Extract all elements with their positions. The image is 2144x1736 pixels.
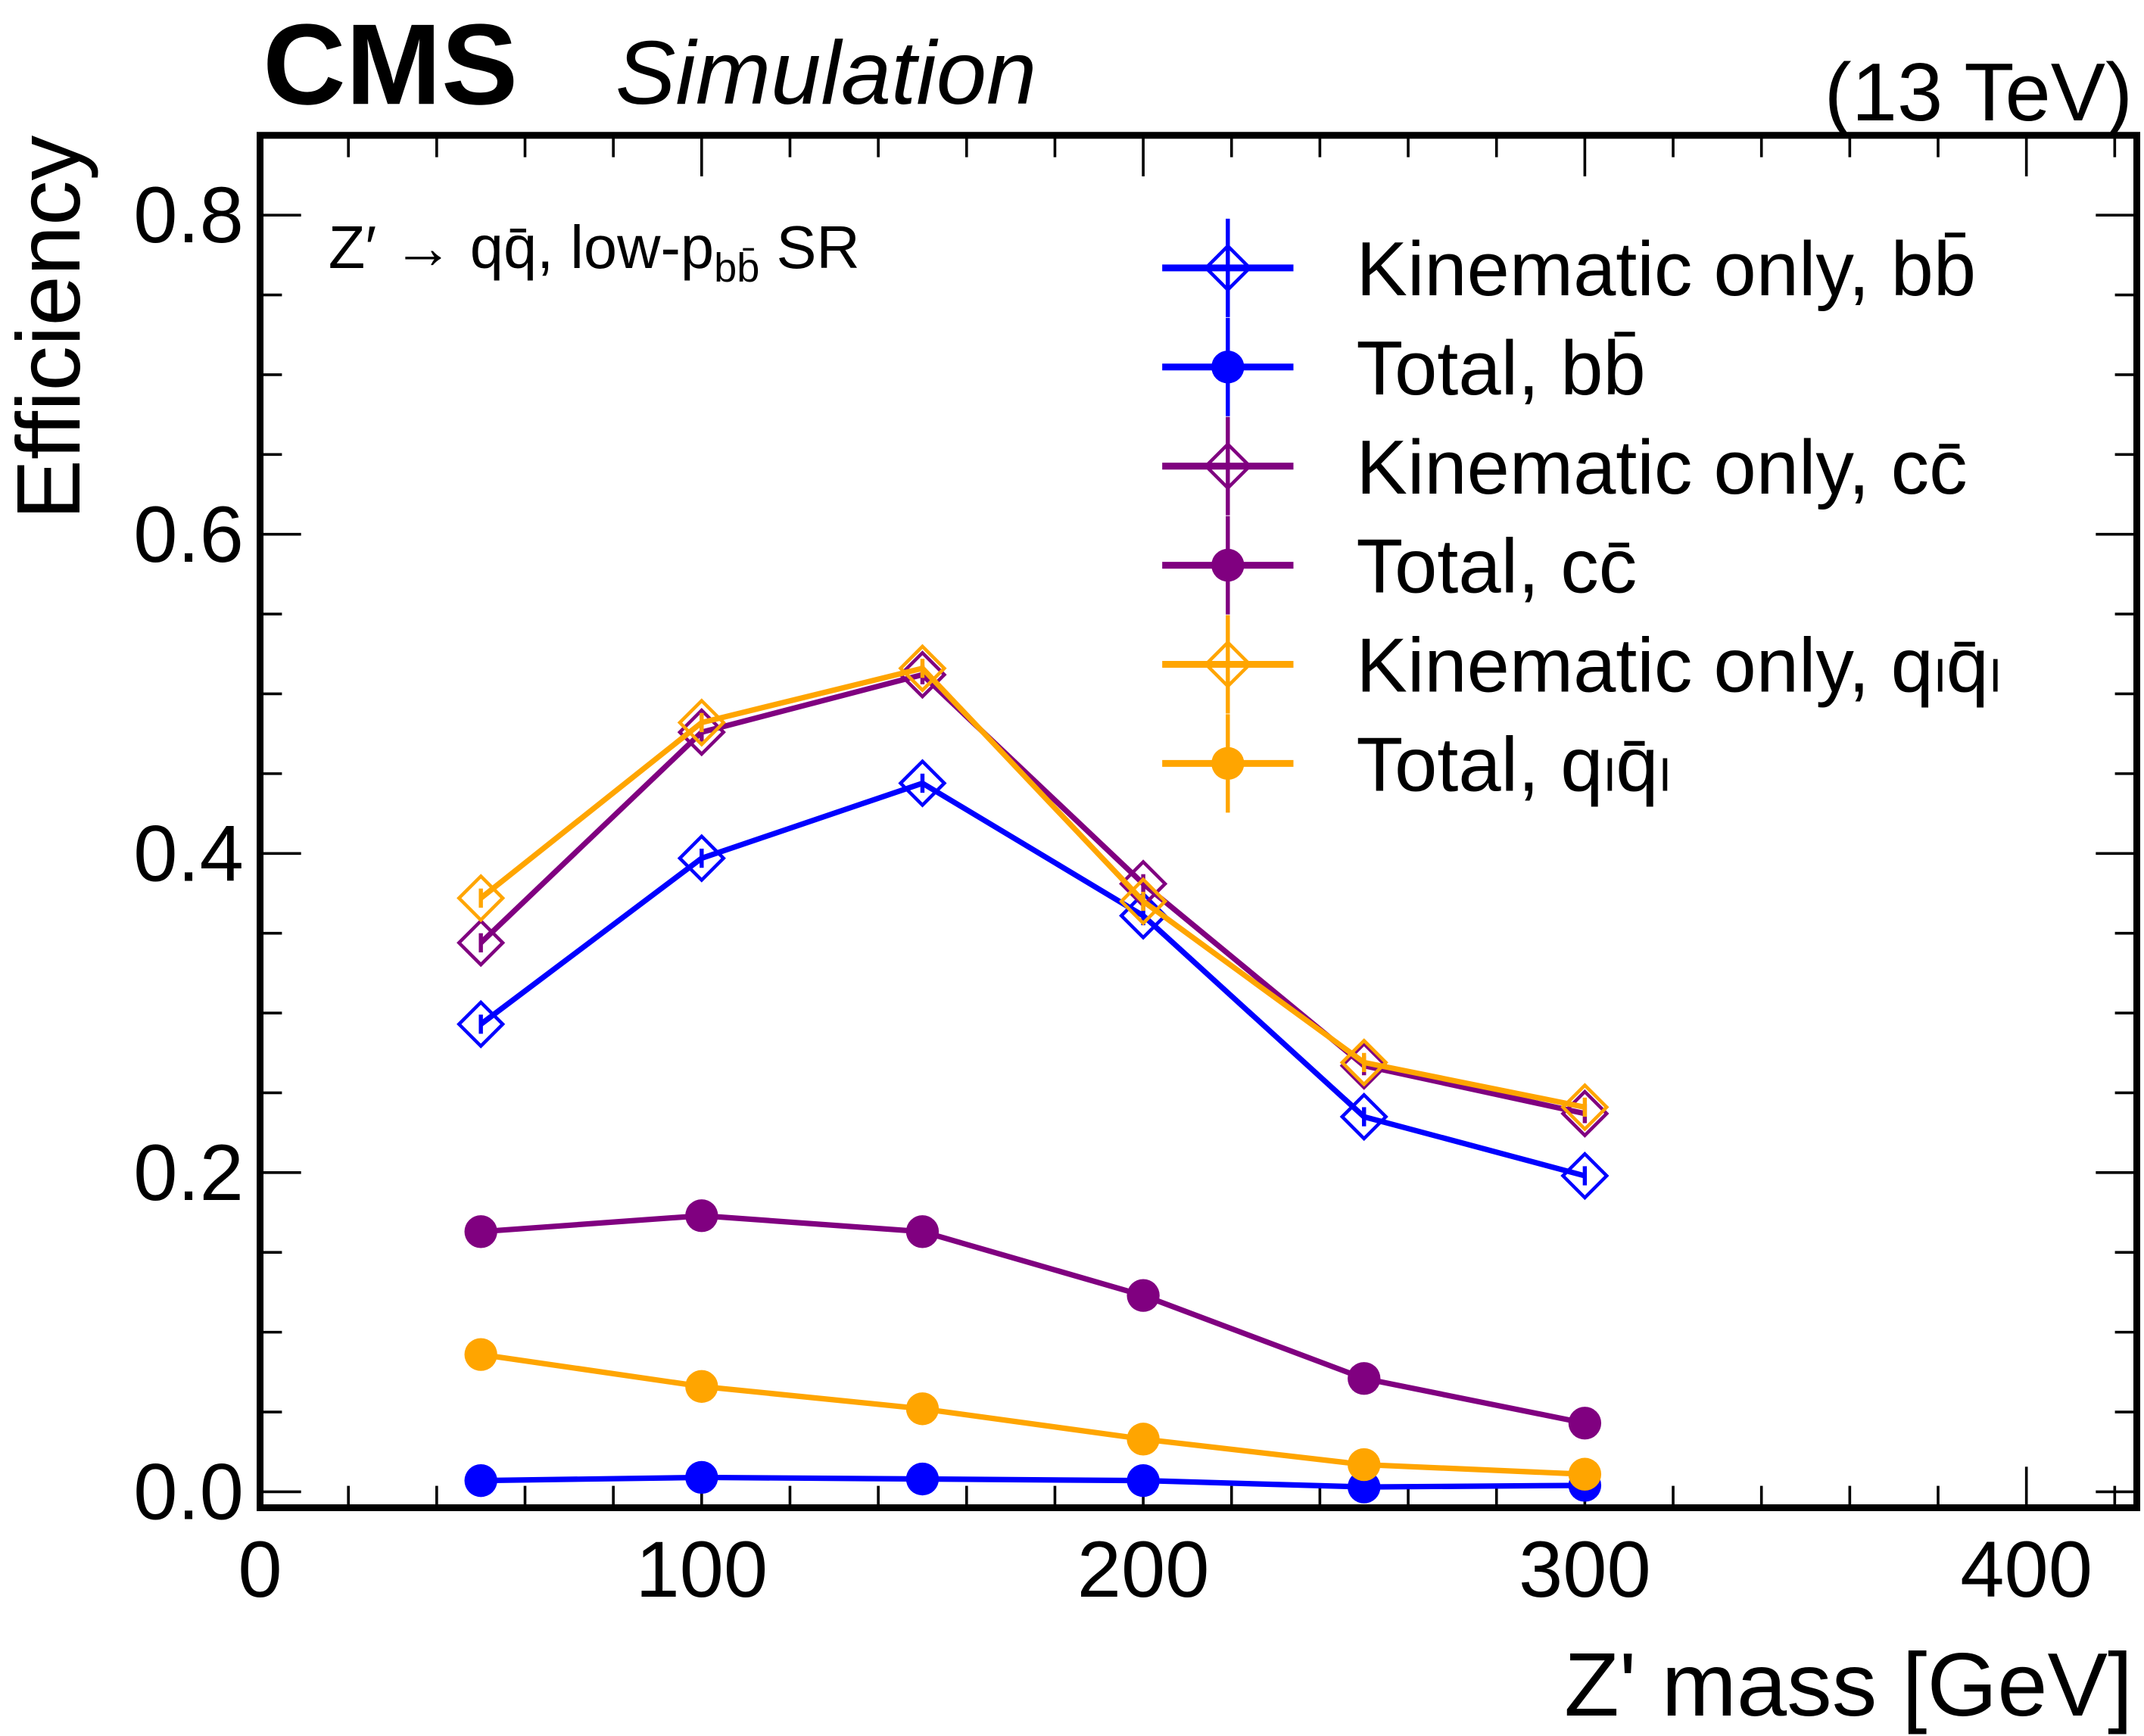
- legend-marker: [1211, 548, 1245, 582]
- data-point: [1339, 1038, 1388, 1087]
- data-point: [1568, 1407, 1602, 1440]
- data-point: [905, 1392, 940, 1426]
- data-point: [457, 999, 506, 1049]
- data-point: [677, 707, 726, 757]
- data-point: [1127, 1279, 1160, 1312]
- series-line: [481, 1474, 1585, 1490]
- x-tick-label: 100: [635, 1526, 768, 1614]
- series-line: [478, 665, 1586, 1110]
- data-point: [905, 1215, 940, 1248]
- data-point: [898, 644, 947, 693]
- legend-marker: [1203, 243, 1252, 292]
- legend-entry: Kinematic only, cc̄: [1162, 416, 1968, 516]
- series-0: [457, 759, 1610, 1201]
- legend-entry: Kinematic only, qₗq̄ₗ: [1162, 615, 2002, 714]
- data-point: [1119, 877, 1168, 926]
- series-line: [480, 1213, 1586, 1426]
- data-point: [1348, 1362, 1381, 1395]
- legend-entry: Total, bb̄: [1162, 317, 1646, 416]
- data-point: [1560, 1083, 1610, 1132]
- legend-marker: [1211, 351, 1245, 384]
- series-line: [478, 780, 1586, 1179]
- data-point: [677, 834, 726, 883]
- data-point: [1127, 1463, 1160, 1498]
- legend-label: Total, bb̄: [1357, 326, 1646, 411]
- x-tick-label: 300: [1519, 1526, 1651, 1614]
- series-2: [457, 650, 1610, 1138]
- series-line: [480, 1351, 1585, 1477]
- energy-label: (13 TeV): [1825, 46, 2133, 138]
- legend-label: Total, cc̄: [1357, 524, 1638, 609]
- x-tick-label: 200: [1077, 1526, 1210, 1614]
- legend-marker: [1203, 640, 1252, 689]
- data-point: [898, 759, 947, 808]
- y-tick-label: 0.2: [133, 1129, 244, 1217]
- legend-label: Kinematic only, bb̄: [1357, 226, 1977, 312]
- data-point: [898, 650, 947, 700]
- legend-label: Kinematic only, cc̄: [1357, 425, 1968, 510]
- data-point: [464, 1463, 497, 1498]
- legend-marker: [1203, 441, 1252, 491]
- legend-marker: [1211, 746, 1245, 781]
- simulation-label: Simulation: [615, 23, 1036, 123]
- data-point: [1339, 1041, 1388, 1090]
- y-tick-label: 0.0: [133, 1448, 244, 1537]
- legend-entry: Total, cc̄: [1162, 516, 1637, 615]
- data-point: [1568, 1457, 1602, 1491]
- data-point: [1348, 1448, 1381, 1482]
- y-tick-label: 0.6: [133, 491, 244, 579]
- data-point: [464, 1338, 497, 1371]
- plot-frame: [257, 132, 2141, 1511]
- data-point: [685, 1460, 718, 1494]
- data-point: [685, 1370, 718, 1403]
- legend-entry: Kinematic only, bb̄: [1162, 218, 1977, 317]
- data-point: [677, 698, 726, 747]
- series-5: [464, 1338, 1602, 1491]
- y-tick-label: 0.8: [133, 171, 244, 260]
- data-point: [905, 1462, 940, 1496]
- y-tick-label: 0.4: [133, 809, 244, 898]
- legend-entry: Total, qₗq̄ₗ: [1162, 714, 1672, 813]
- legend-label: Total, qₗq̄ₗ: [1357, 722, 1672, 807]
- x-axis-label: Z' mass [GeV]: [1564, 1635, 2133, 1735]
- series-3: [464, 1199, 1602, 1440]
- data-point: [1127, 1423, 1160, 1456]
- data-point: [685, 1199, 718, 1233]
- legend-label: Kinematic only, qₗq̄ₗ: [1357, 623, 2002, 709]
- data-point: [457, 918, 506, 968]
- annotation: Z′ → qq̄, low-pbb̄ SR: [329, 213, 860, 291]
- x-tick-label: 400: [1960, 1526, 2093, 1614]
- cms-label: CMS: [263, 1, 518, 129]
- data-point: [1560, 1151, 1610, 1201]
- data-point: [1339, 1092, 1388, 1142]
- y-axis-label: Efficiency: [0, 135, 99, 519]
- x-tick-label: 0: [238, 1526, 282, 1614]
- series-line: [478, 672, 1586, 1117]
- data-point: [464, 1215, 497, 1248]
- data-point: [457, 874, 506, 923]
- series-4: [457, 644, 1610, 1132]
